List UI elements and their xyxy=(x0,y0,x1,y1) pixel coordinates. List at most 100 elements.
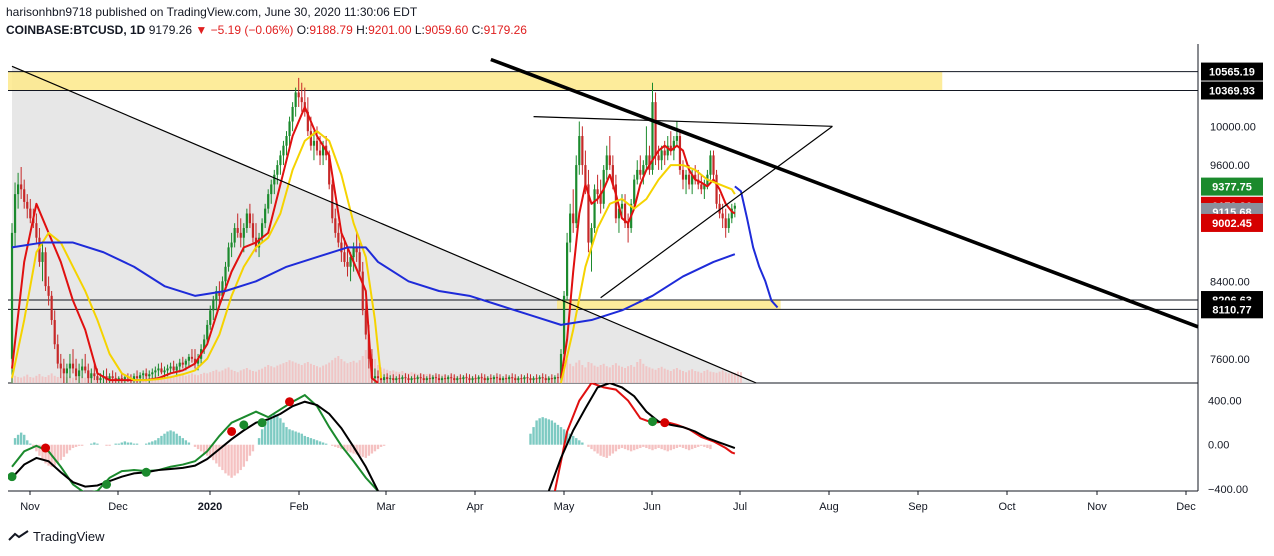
candle-body xyxy=(389,378,392,380)
price-tag-label: 9002.45 xyxy=(1212,218,1252,230)
candle-body xyxy=(245,213,248,229)
volume-bar xyxy=(209,372,212,383)
volume-bar xyxy=(197,375,200,383)
histogram-bar xyxy=(626,444,630,451)
candle-body xyxy=(569,213,572,243)
price-tag-label: 10369.93 xyxy=(1209,85,1255,97)
cross-dot xyxy=(141,467,151,477)
histogram-bar xyxy=(77,444,81,446)
histogram-bar xyxy=(367,444,371,456)
histogram-bar xyxy=(605,444,608,458)
volume-bar xyxy=(599,365,602,383)
candle-body xyxy=(712,155,715,175)
candle-body xyxy=(648,155,651,170)
histogram-bar xyxy=(166,431,169,445)
histogram-bar xyxy=(245,444,249,462)
trendlines[interactable] xyxy=(11,57,1199,384)
candle-body xyxy=(447,377,450,380)
histogram-bar xyxy=(303,435,306,445)
candle-body xyxy=(13,194,17,233)
candle-body xyxy=(44,252,47,287)
candle-body xyxy=(581,136,584,166)
histogram-bar xyxy=(26,440,29,445)
candle-body xyxy=(132,376,136,381)
candle-body xyxy=(361,271,364,311)
volume-bar xyxy=(355,362,358,383)
candle-body xyxy=(398,378,401,380)
volume-bar xyxy=(26,374,29,383)
price-zone xyxy=(8,71,943,91)
volume-bar xyxy=(611,365,614,383)
candle-body xyxy=(53,320,56,345)
candle-body xyxy=(715,174,718,204)
volume-bar xyxy=(312,365,315,383)
volume-bar xyxy=(29,377,32,383)
price-tag-box xyxy=(1201,81,1263,100)
candle-body xyxy=(160,368,163,373)
ma-line-fast_ma xyxy=(11,105,379,384)
volume-bar xyxy=(242,369,245,383)
volume-bar xyxy=(59,377,62,383)
histogram-bar xyxy=(169,430,172,445)
symbol-label[interactable]: COINBASE:BTCUSD, 1D xyxy=(6,23,146,37)
volume-bar xyxy=(733,372,736,383)
price-tags: 10565.1910369.939377.759179.2608:29:5691… xyxy=(1201,62,1263,319)
histogram-bar xyxy=(346,444,349,452)
histogram-bar xyxy=(312,439,316,445)
histogram-bar xyxy=(611,444,615,454)
volume-bar xyxy=(718,371,721,383)
histogram-bar xyxy=(160,435,163,445)
histogram-bar xyxy=(535,420,538,445)
candle-body xyxy=(663,150,666,156)
candle-body xyxy=(218,290,221,296)
volume-bar xyxy=(194,374,196,383)
candle-body xyxy=(431,377,434,380)
candle-body xyxy=(178,362,181,367)
volume-bar xyxy=(53,375,56,383)
histogram-bar xyxy=(617,444,621,450)
histogram-bar xyxy=(331,444,334,446)
price-tag-box xyxy=(1201,213,1263,232)
volume-bar xyxy=(264,366,267,383)
candle-body xyxy=(611,165,614,185)
volume-bar xyxy=(258,369,261,383)
candle-body xyxy=(206,324,209,340)
volume-bar xyxy=(617,365,620,383)
candle-body xyxy=(163,370,166,373)
volume-bar xyxy=(706,369,709,383)
volume-bar xyxy=(666,369,669,383)
candle-body xyxy=(87,370,90,379)
candle-body xyxy=(111,376,114,379)
volume-bar xyxy=(319,367,322,383)
candle-body xyxy=(437,378,441,381)
histogram-bar xyxy=(309,438,313,445)
volume-bar xyxy=(224,368,227,383)
histogram-bar xyxy=(633,444,636,451)
footer-brand[interactable]: TradingView xyxy=(8,529,105,545)
volume-bar xyxy=(270,366,273,383)
volume-bar xyxy=(239,370,242,383)
price-tag-box xyxy=(1201,300,1263,319)
price-tag-label: 9377.75 xyxy=(1212,182,1252,194)
candle-body xyxy=(477,377,480,380)
volume-bar xyxy=(163,375,166,383)
candle-body xyxy=(71,363,75,369)
candle-body xyxy=(273,174,276,185)
candle-body xyxy=(84,366,87,371)
histogram-bar xyxy=(129,442,133,445)
candle-body xyxy=(56,344,59,364)
histogram-bar xyxy=(19,432,23,445)
histogram-bar xyxy=(291,430,294,445)
histogram-bar xyxy=(608,444,611,456)
moving-averages xyxy=(11,105,779,384)
volume-bar xyxy=(221,370,224,383)
high-value: 9201.00 xyxy=(368,23,412,37)
candle-body xyxy=(684,174,688,180)
volume-bar xyxy=(569,363,572,383)
trendline-3 xyxy=(600,125,833,299)
candle-body xyxy=(343,252,346,262)
candle-body xyxy=(596,189,599,195)
histogram-bar xyxy=(233,444,236,476)
ma-line-slow_ma xyxy=(560,164,736,384)
